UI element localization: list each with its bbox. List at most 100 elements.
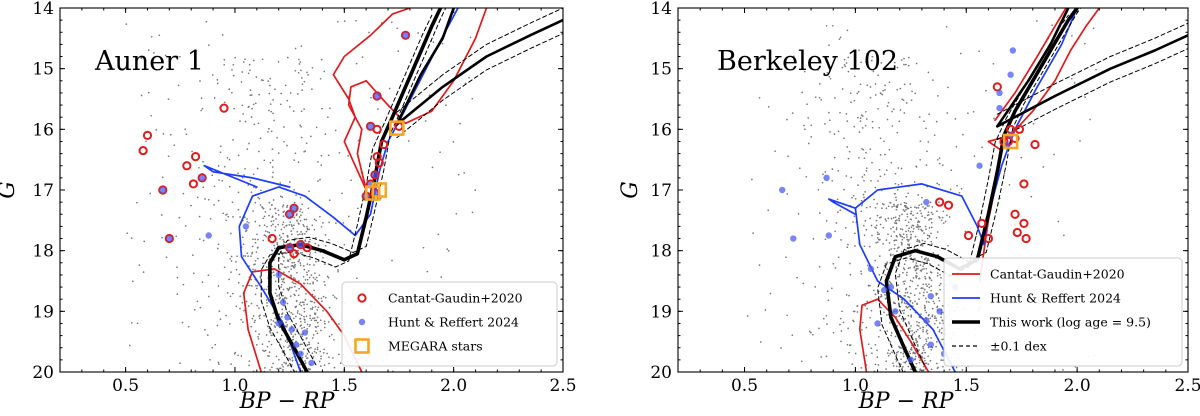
hunt-reffert-member [286,244,293,251]
field-star [898,219,901,222]
field-star [269,84,271,87]
field-star [908,322,911,325]
field-star [233,107,235,110]
field-star [303,108,305,110]
field-star [895,227,898,229]
field-star [916,328,919,331]
field-star [312,281,315,283]
field-star [901,242,903,245]
field-star [323,70,326,73]
cantat-gaudin-member [379,139,389,150]
field-star [292,282,295,285]
field-star [324,284,326,286]
field-star [910,325,912,327]
field-star [926,214,929,217]
field-star [265,288,268,291]
field-star [281,263,284,266]
field-star [884,153,886,156]
field-star [314,319,316,322]
field-star [254,284,257,287]
field-star [286,144,288,147]
field-star [896,205,899,208]
field-star [286,341,289,344]
field-star [934,315,936,318]
field-star [900,329,902,332]
field-star [913,331,916,334]
field-star [260,79,263,81]
field-star [818,96,821,99]
field-star [254,330,257,333]
field-star [305,355,307,357]
field-star [834,97,836,99]
field-star [284,296,286,299]
field-star [786,314,788,317]
isochrone-plus-0.1-dex [396,33,563,139]
cantat-gaudin-member [374,158,384,168]
field-star [422,246,425,249]
field-star [333,296,336,298]
field-star [898,290,901,293]
field-star [866,52,868,55]
field-star [865,118,868,120]
field-star [899,228,902,230]
field-star [278,343,281,346]
field-star [898,275,901,278]
field-star [323,320,326,323]
field-star [817,69,819,71]
field-star [440,276,443,278]
field-star [912,224,915,227]
field-star [263,288,266,291]
field-star [876,237,879,239]
field-star [262,256,265,259]
field-star [320,357,322,360]
field-star [897,167,900,169]
field-star [846,29,849,32]
field-star [130,321,133,324]
megara-star [388,120,405,136]
field-star [936,158,939,161]
field-star [840,340,842,343]
field-star [929,262,931,265]
field-star [229,295,232,298]
field-star [899,87,902,90]
field-star [286,204,289,207]
field-star [930,289,933,292]
field-star [136,322,139,325]
isochrone-this-work [996,8,1070,128]
field-star [921,239,924,242]
megara-star [371,182,388,198]
field-star [296,220,298,222]
field-star [276,243,279,246]
field-star [301,301,304,304]
field-star [876,233,879,236]
field-star [1036,20,1038,22]
field-star [263,215,266,218]
field-star [296,237,298,240]
field-star [887,205,890,208]
field-star [269,103,272,105]
field-star [811,333,814,336]
field-star [182,283,185,286]
field-star [270,343,273,346]
field-star [251,245,254,248]
field-star [829,119,831,122]
field-star [888,148,891,151]
field-star [833,133,836,135]
field-star [919,244,922,247]
field-star [305,218,308,221]
field-star [889,202,891,204]
field-star [252,238,254,241]
isochrone-cantat-gaudin [332,8,411,191]
field-star [262,207,265,210]
field-star [818,83,821,85]
field-star [948,216,951,218]
field-star [861,321,864,324]
field-star [947,244,949,247]
field-star [291,356,294,359]
field-star [893,192,896,195]
hunt-reffert-member [308,359,315,367]
field-star [265,334,268,336]
field-star [895,228,898,231]
field-star [910,236,912,239]
field-star [1084,96,1086,98]
